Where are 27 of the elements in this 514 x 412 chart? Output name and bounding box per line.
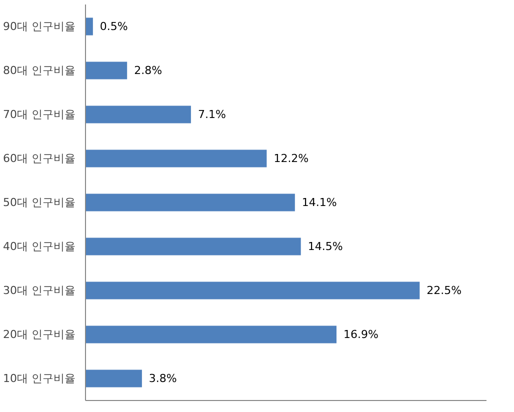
y-tick-label: 20대 인구비율 [3, 328, 76, 341]
bar [86, 370, 142, 388]
data-label: 22.5% [426, 284, 462, 297]
y-tick-label: 10대 인구비율 [3, 372, 76, 385]
y-tick-label: 90대 인구비율 [3, 20, 76, 33]
data-label: 14.5% [308, 240, 343, 253]
y-tick-label: 80대 인구비율 [3, 64, 76, 77]
y-tick-label: 60대 인구비율 [3, 152, 76, 165]
bar [86, 18, 93, 36]
data-label: 3.8% [148, 372, 177, 385]
y-tick-label: 70대 인구비율 [3, 108, 76, 121]
data-label: 2.8% [134, 64, 162, 77]
data-label: 0.5% [100, 20, 128, 33]
bar [86, 194, 295, 212]
data-label: 16.9% [343, 328, 378, 341]
bar [86, 106, 191, 124]
bar [86, 326, 336, 344]
bar [86, 62, 128, 80]
bar [86, 238, 301, 256]
data-label: 7.1% [198, 108, 226, 121]
y-tick-label: 40대 인구비율 [3, 240, 76, 253]
y-tick-label: 50대 인구비율 [3, 196, 76, 209]
data-label: 12.2% [274, 152, 309, 165]
y-tick-label: 30대 인구비율 [3, 284, 76, 297]
data-label: 14.1% [302, 196, 337, 209]
bar [86, 282, 420, 300]
bar [86, 150, 267, 168]
